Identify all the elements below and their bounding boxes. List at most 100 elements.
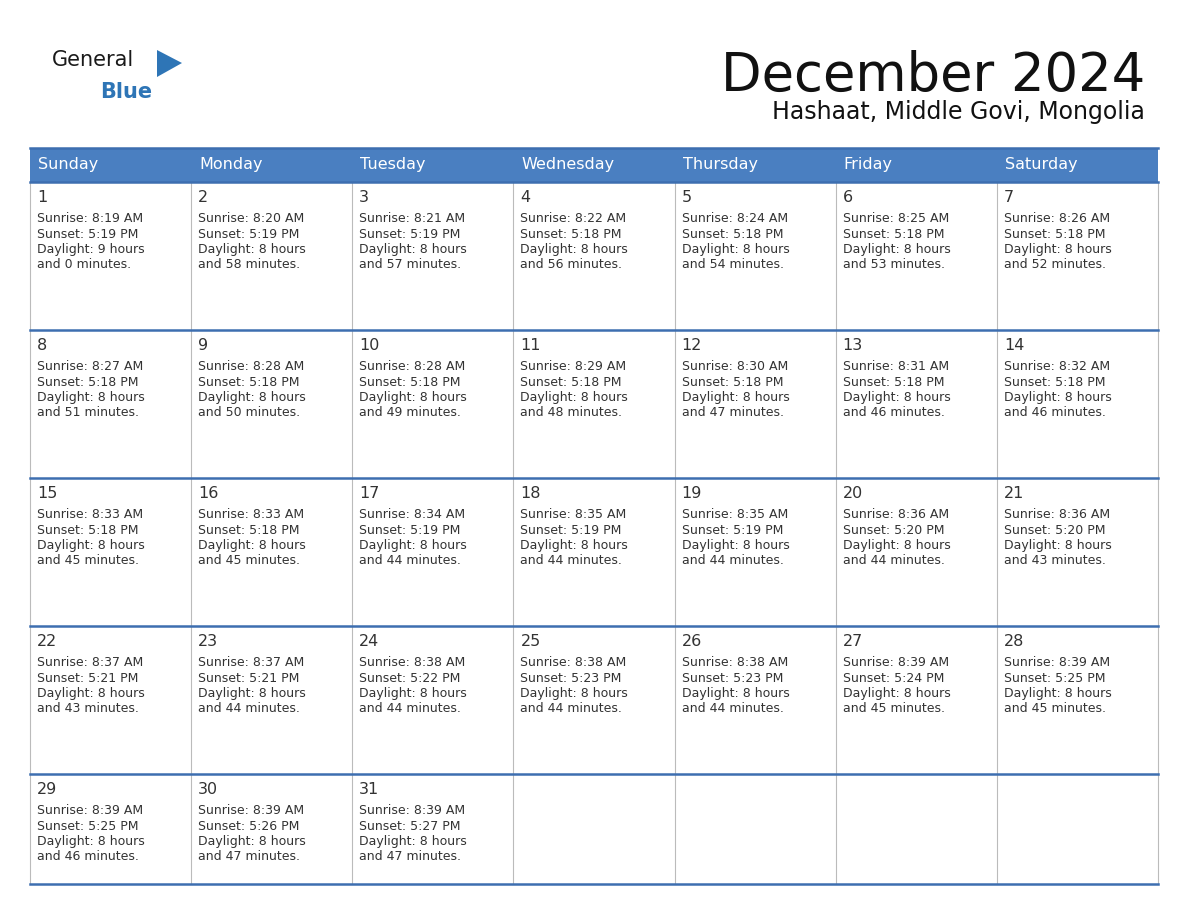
- Text: Sunrise: 8:31 AM: Sunrise: 8:31 AM: [842, 360, 949, 373]
- Text: 1: 1: [37, 190, 48, 205]
- Text: Daylight: 8 hours: Daylight: 8 hours: [359, 835, 467, 848]
- Text: Sunset: 5:23 PM: Sunset: 5:23 PM: [682, 671, 783, 685]
- Text: Sunset: 5:20 PM: Sunset: 5:20 PM: [1004, 523, 1105, 536]
- Text: Daylight: 8 hours: Daylight: 8 hours: [198, 835, 305, 848]
- Text: Sunrise: 8:39 AM: Sunrise: 8:39 AM: [1004, 656, 1110, 669]
- Text: and 47 minutes.: and 47 minutes.: [198, 850, 301, 864]
- Bar: [835, 148, 997, 182]
- Text: and 46 minutes.: and 46 minutes.: [37, 850, 139, 864]
- Bar: [30, 774, 191, 884]
- Text: Sunrise: 8:35 AM: Sunrise: 8:35 AM: [682, 508, 788, 521]
- Bar: [30, 330, 191, 478]
- Text: Sunset: 5:18 PM: Sunset: 5:18 PM: [1004, 228, 1105, 241]
- Text: Friday: Friday: [843, 158, 892, 173]
- Bar: [191, 148, 353, 182]
- Text: Daylight: 8 hours: Daylight: 8 hours: [1004, 243, 1112, 256]
- Text: Daylight: 8 hours: Daylight: 8 hours: [198, 539, 305, 552]
- Bar: [191, 626, 353, 774]
- Bar: [30, 182, 191, 330]
- Text: and 58 minutes.: and 58 minutes.: [198, 259, 301, 272]
- Bar: [835, 626, 997, 774]
- Text: Daylight: 8 hours: Daylight: 8 hours: [842, 243, 950, 256]
- Text: Sunset: 5:23 PM: Sunset: 5:23 PM: [520, 671, 621, 685]
- Text: Daylight: 8 hours: Daylight: 8 hours: [842, 687, 950, 700]
- Text: Sunrise: 8:36 AM: Sunrise: 8:36 AM: [842, 508, 949, 521]
- Text: Daylight: 9 hours: Daylight: 9 hours: [37, 243, 145, 256]
- Text: 22: 22: [37, 634, 57, 649]
- Text: Sunset: 5:18 PM: Sunset: 5:18 PM: [682, 228, 783, 241]
- Text: and 53 minutes.: and 53 minutes.: [842, 259, 944, 272]
- Bar: [191, 330, 353, 478]
- Text: Sunset: 5:22 PM: Sunset: 5:22 PM: [359, 671, 461, 685]
- Text: Sunset: 5:18 PM: Sunset: 5:18 PM: [1004, 375, 1105, 388]
- Text: Sunrise: 8:37 AM: Sunrise: 8:37 AM: [37, 656, 144, 669]
- Text: Sunset: 5:19 PM: Sunset: 5:19 PM: [682, 523, 783, 536]
- Text: Daylight: 8 hours: Daylight: 8 hours: [37, 835, 145, 848]
- Text: Sunset: 5:26 PM: Sunset: 5:26 PM: [198, 820, 299, 833]
- Text: Daylight: 8 hours: Daylight: 8 hours: [682, 687, 789, 700]
- Bar: [353, 330, 513, 478]
- Text: 3: 3: [359, 190, 369, 205]
- Text: Daylight: 8 hours: Daylight: 8 hours: [37, 391, 145, 404]
- Text: 14: 14: [1004, 338, 1024, 353]
- Text: Sunrise: 8:36 AM: Sunrise: 8:36 AM: [1004, 508, 1110, 521]
- Text: 9: 9: [198, 338, 208, 353]
- Bar: [513, 478, 675, 626]
- Text: and 44 minutes.: and 44 minutes.: [359, 554, 461, 567]
- Text: Daylight: 8 hours: Daylight: 8 hours: [842, 391, 950, 404]
- Text: 16: 16: [198, 486, 219, 501]
- Bar: [675, 478, 835, 626]
- Text: Sunrise: 8:27 AM: Sunrise: 8:27 AM: [37, 360, 144, 373]
- Polygon shape: [157, 50, 182, 77]
- Bar: [353, 148, 513, 182]
- Text: 6: 6: [842, 190, 853, 205]
- Text: 11: 11: [520, 338, 541, 353]
- Text: Daylight: 8 hours: Daylight: 8 hours: [359, 539, 467, 552]
- Text: 2: 2: [198, 190, 208, 205]
- Text: Sunset: 5:18 PM: Sunset: 5:18 PM: [682, 375, 783, 388]
- Text: Daylight: 8 hours: Daylight: 8 hours: [359, 243, 467, 256]
- Text: and 57 minutes.: and 57 minutes.: [359, 259, 461, 272]
- Bar: [513, 330, 675, 478]
- Text: Sunset: 5:21 PM: Sunset: 5:21 PM: [37, 671, 138, 685]
- Text: Sunrise: 8:38 AM: Sunrise: 8:38 AM: [359, 656, 466, 669]
- Text: Sunset: 5:18 PM: Sunset: 5:18 PM: [359, 375, 461, 388]
- Text: Sunrise: 8:29 AM: Sunrise: 8:29 AM: [520, 360, 626, 373]
- Bar: [675, 774, 835, 884]
- Text: Sunset: 5:18 PM: Sunset: 5:18 PM: [842, 375, 944, 388]
- Text: Daylight: 8 hours: Daylight: 8 hours: [842, 539, 950, 552]
- Text: Sunrise: 8:39 AM: Sunrise: 8:39 AM: [359, 804, 466, 817]
- Text: Sunset: 5:25 PM: Sunset: 5:25 PM: [1004, 671, 1105, 685]
- Text: and 46 minutes.: and 46 minutes.: [842, 407, 944, 420]
- Bar: [513, 626, 675, 774]
- Bar: [997, 148, 1158, 182]
- Text: and 45 minutes.: and 45 minutes.: [198, 554, 301, 567]
- Bar: [30, 148, 191, 182]
- Text: Blue: Blue: [100, 82, 152, 102]
- Text: 24: 24: [359, 634, 379, 649]
- Text: and 44 minutes.: and 44 minutes.: [842, 554, 944, 567]
- Text: and 44 minutes.: and 44 minutes.: [520, 702, 623, 715]
- Text: 25: 25: [520, 634, 541, 649]
- Text: Daylight: 8 hours: Daylight: 8 hours: [520, 687, 628, 700]
- Text: and 47 minutes.: and 47 minutes.: [359, 850, 461, 864]
- Text: Sunrise: 8:39 AM: Sunrise: 8:39 AM: [842, 656, 949, 669]
- Text: 26: 26: [682, 634, 702, 649]
- Text: Sunday: Sunday: [38, 158, 99, 173]
- Text: Sunset: 5:25 PM: Sunset: 5:25 PM: [37, 820, 139, 833]
- Text: and 44 minutes.: and 44 minutes.: [520, 554, 623, 567]
- Text: Daylight: 8 hours: Daylight: 8 hours: [682, 539, 789, 552]
- Text: Sunrise: 8:30 AM: Sunrise: 8:30 AM: [682, 360, 788, 373]
- Text: and 54 minutes.: and 54 minutes.: [682, 259, 784, 272]
- Text: Daylight: 8 hours: Daylight: 8 hours: [198, 391, 305, 404]
- Text: Daylight: 8 hours: Daylight: 8 hours: [682, 243, 789, 256]
- Bar: [997, 330, 1158, 478]
- Bar: [835, 330, 997, 478]
- Text: Sunset: 5:19 PM: Sunset: 5:19 PM: [520, 523, 621, 536]
- Text: 17: 17: [359, 486, 380, 501]
- Text: and 48 minutes.: and 48 minutes.: [520, 407, 623, 420]
- Text: and 0 minutes.: and 0 minutes.: [37, 259, 131, 272]
- Text: Sunrise: 8:32 AM: Sunrise: 8:32 AM: [1004, 360, 1110, 373]
- Text: Daylight: 8 hours: Daylight: 8 hours: [198, 687, 305, 700]
- Text: 13: 13: [842, 338, 862, 353]
